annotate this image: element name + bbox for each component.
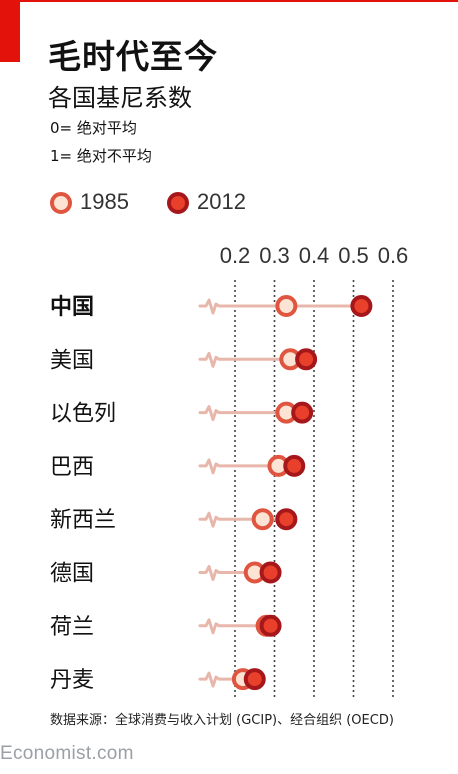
country-label: 以色列 [50, 402, 116, 427]
legend-swatch-2012 [167, 192, 189, 214]
point-2012 [291, 401, 314, 424]
scale-note-one: 1= 绝对不平均 [50, 147, 152, 165]
legend-label-2012: 2012 [197, 189, 246, 214]
country-label: 德国 [50, 562, 94, 587]
axis-break-icon [198, 671, 228, 688]
point-2012 [275, 508, 298, 531]
brand-wordmark: Economist.com [0, 743, 134, 764]
chart-title: 毛时代至今 [48, 37, 218, 76]
point-1985 [275, 295, 298, 317]
country-label: 丹麦 [50, 668, 94, 693]
country-label: 巴西 [50, 455, 94, 480]
country-label: 新西兰 [50, 508, 116, 533]
point-2012 [259, 614, 282, 637]
x-tick-label-0.5: 0.5 [338, 243, 369, 268]
axis-break-icon [198, 458, 228, 475]
point-2012 [259, 561, 282, 584]
point-2012 [283, 454, 306, 477]
axis-break-icon [198, 618, 228, 635]
chart-subtitle: 各国基尼系数 [48, 84, 192, 112]
x-tick-label-0.2: 0.2 [220, 243, 251, 268]
x-tick-label-0.3: 0.3 [259, 243, 290, 268]
axis-break-icon [198, 351, 228, 368]
x-tick-label-0.6: 0.6 [378, 243, 409, 268]
axis-break-icon [198, 511, 228, 528]
scale-note-zero: 0= 绝对平均 [50, 119, 137, 137]
top-rule [0, 0, 458, 2]
legend-label-1985: 1985 [80, 189, 129, 214]
legend-swatch-1985 [50, 192, 72, 214]
country-label: 中国 [50, 295, 94, 320]
axis-break-icon [198, 298, 228, 315]
brand-red-tab [0, 0, 20, 62]
country-label: 美国 [50, 348, 94, 373]
point-2012 [243, 668, 266, 691]
point-1985 [251, 508, 274, 531]
country-label: 荷兰 [50, 615, 94, 640]
source-note: 数据来源：全球消费与收入计划 (GCIP)、经合组织 (OECD) [50, 713, 394, 728]
x-tick-label-0.4: 0.4 [299, 243, 330, 268]
point-2012 [350, 295, 373, 317]
axis-break-icon [198, 405, 228, 422]
axis-break-icon [198, 565, 228, 581]
point-2012 [295, 348, 318, 371]
